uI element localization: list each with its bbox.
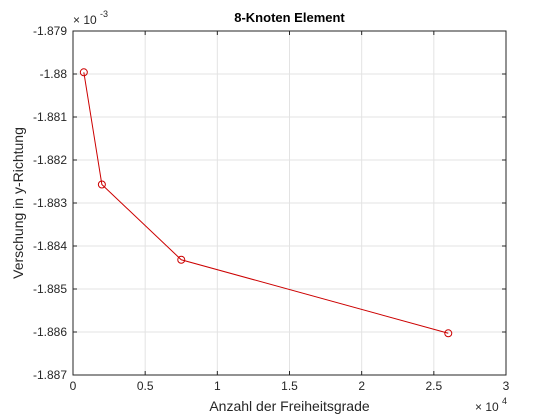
x-tick-label: 0.5 [137, 379, 154, 393]
x-tick-label: 2 [358, 379, 365, 393]
y-tick-label: -1.883 [33, 196, 67, 210]
x-tick-label: 3 [503, 379, 510, 393]
chart-title: 8-Knoten Element [234, 10, 345, 25]
x-tick-label: 1.5 [281, 379, 298, 393]
x-tick-label: 1 [214, 379, 221, 393]
x-exponent-base: × 10 [475, 400, 499, 414]
series-line [83, 72, 449, 334]
y-axis-label: Verschung in y-Richtung [10, 127, 26, 279]
data-point-marker [97, 180, 106, 189]
y-tick-label: -1.884 [33, 239, 67, 253]
x-tick-label: 0 [70, 379, 77, 393]
y-exponent-base: × 10 [73, 13, 97, 27]
x-axis-label: Anzahl der Freiheitsgrade [209, 398, 370, 414]
x-exponent-power: 4 [502, 396, 507, 406]
y-tick-label: -1.879 [33, 24, 67, 38]
tick-marks [72, 30, 507, 376]
x-tick-labels: 0 0.5 1 1.5 2 2.5 3 [70, 379, 510, 393]
y-tick-label: -1.88 [40, 67, 68, 81]
y-tick-label: -1.886 [33, 325, 67, 339]
y-exponent-label: × 10 -3 [73, 9, 108, 27]
y-tick-label: -1.881 [33, 110, 67, 124]
y-exponent-power: -3 [100, 9, 108, 19]
y-tick-labels: -1.879 -1.88 -1.881 -1.882 -1.883 -1.884 -1.88… [33, 24, 67, 382]
x-tick-label: 2.5 [425, 379, 442, 393]
series-group [79, 68, 453, 338]
data-point-marker [79, 68, 88, 77]
data-point-marker [177, 255, 186, 264]
data-point-marker [444, 329, 453, 338]
y-tick-label: -1.882 [33, 153, 67, 167]
x-exponent-label: × 10 4 [475, 396, 507, 414]
y-tick-label: -1.887 [33, 368, 67, 382]
y-tick-label: -1.885 [33, 282, 67, 296]
